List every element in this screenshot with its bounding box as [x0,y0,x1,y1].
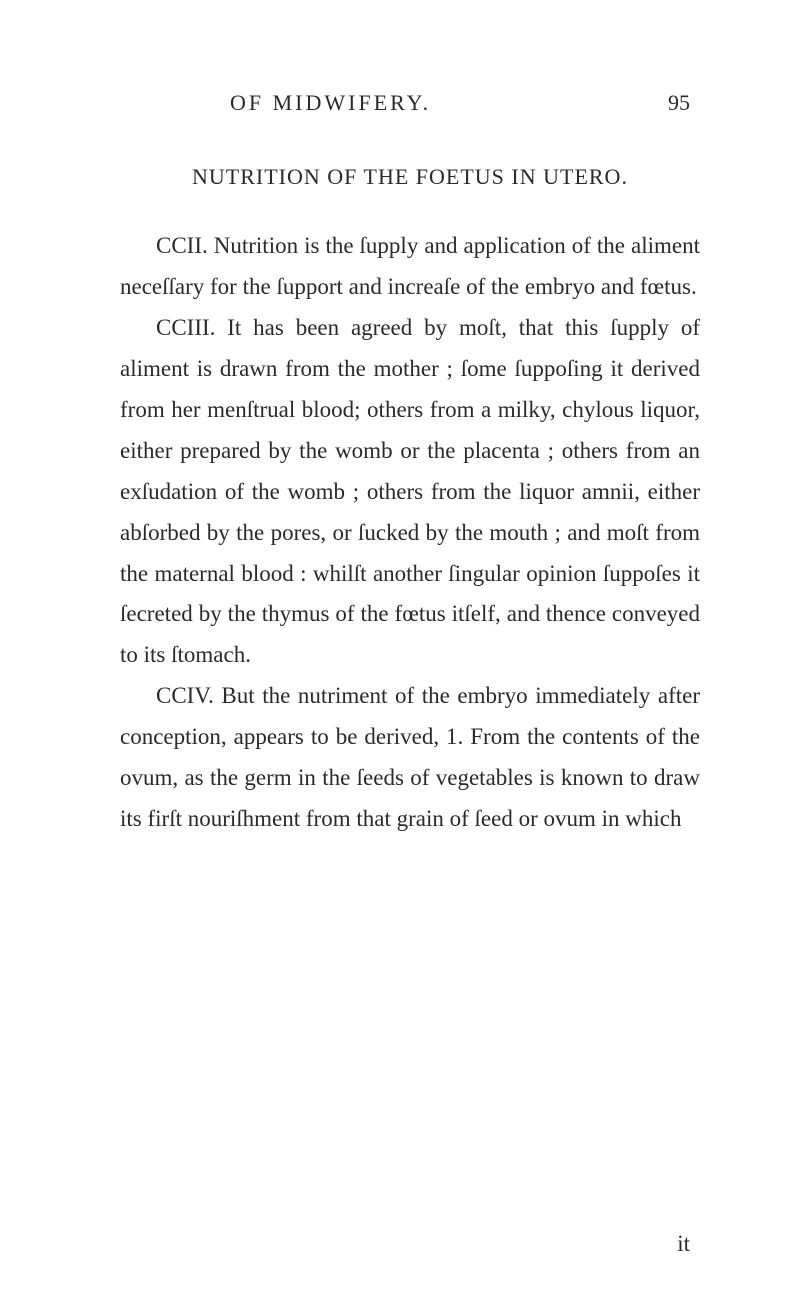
section-title: NUTRITION OF THE FOETUS IN UTERO. [120,164,700,190]
body-text: CCII. Nutrition is the ſupply and appli­… [120,226,700,840]
paragraph: CCIV. But the nutriment of the em­bryo i… [120,676,700,840]
paragraph: CCII. Nutrition is the ſupply and appli­… [120,226,700,308]
catchword: it [677,1231,690,1257]
header-line: OF MIDWIFERY. 95 [120,90,700,116]
running-head: OF MIDWIFERY. [230,90,431,116]
document-page: OF MIDWIFERY. 95 NUTRITION OF THE FOETUS… [0,0,800,1315]
paragraph: CCIII. It has been agreed by moſt, that … [120,308,700,676]
page-number: 95 [668,90,690,116]
